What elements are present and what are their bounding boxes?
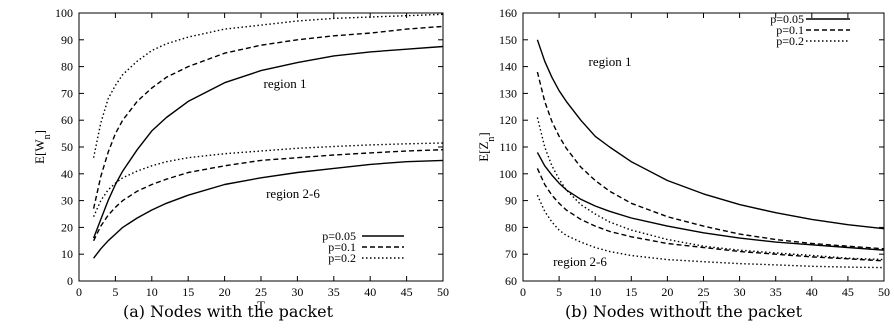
y-tick-label: 110 [499, 140, 517, 154]
x-tick-label: 40 [364, 285, 376, 299]
legend-label: p=0.05 [322, 229, 356, 243]
x-tick-label: 20 [219, 285, 231, 299]
y-tick-label: 90 [505, 194, 517, 208]
x-tick-label: 5 [556, 285, 562, 299]
chart-panel-b: 0 5 10 15 20 25 30 35 40 45 50 60 70 80 90 100 110 120 130… [476, 6, 890, 313]
series-line-p005-region26 [93, 159, 444, 259]
y-tick-label: 80 [505, 220, 517, 234]
y-tick-label: 70 [61, 86, 73, 100]
x-axis-label-b: T [700, 298, 708, 313]
series-line-p005-region1 [92, 45, 444, 239]
y-tick-label: 130 [499, 86, 517, 100]
y-tick-label: 30 [61, 194, 73, 208]
y-axis-label-a: E[Wn] [32, 130, 53, 164]
x-tick-label: 25 [255, 285, 267, 299]
series-line-p01-region26 [536, 168, 885, 262]
x-tick-label: 30 [291, 285, 303, 299]
y-tick-label: 160 [499, 6, 517, 20]
x-tick-label: 45 [842, 285, 854, 299]
series-line-p005-region1 [536, 39, 885, 230]
y-tick-label: 10 [61, 247, 73, 261]
annotation-region-2-6: region 2-6 [553, 254, 607, 269]
y-tick-label: 60 [61, 113, 73, 127]
x-tick-label: 35 [328, 285, 340, 299]
y-tick-label: 120 [499, 113, 517, 127]
series-line-p01-region1 [536, 71, 885, 250]
annotation-region-2-6: region 2-6 [266, 186, 320, 201]
annotation-region-1: region 1 [589, 54, 632, 69]
y-tick-label: 140 [499, 60, 517, 74]
legend-b: p=0.05p=0.1p=0.2 [770, 12, 850, 48]
legend-label: p=0.05 [770, 12, 804, 26]
x-tick-label: 30 [734, 285, 746, 299]
y-tick-label: 60 [505, 274, 517, 288]
x-tick-label: 10 [589, 285, 601, 299]
legend-label: p=0.1 [776, 23, 804, 37]
y-tick-label: 70 [505, 247, 517, 261]
x-tick-label: 35 [770, 285, 782, 299]
x-axis-label-a: T [257, 298, 265, 313]
annotation-region-1: region 1 [264, 76, 307, 91]
legend-label: p=0.2 [776, 34, 804, 48]
caption-a: (a) Nodes with the packet [123, 302, 334, 321]
series-line-p01-region26 [92, 149, 444, 242]
y-tick-label: 90 [61, 33, 73, 47]
y-tick-label: 100 [55, 6, 73, 20]
legend-a: p=0.05p=0.1p=0.2 [322, 229, 404, 265]
y-tick-label: 80 [61, 60, 73, 74]
y-tick-label: 50 [61, 140, 73, 154]
legend-label: p=0.1 [328, 240, 356, 254]
series-line-p02-region26 [92, 142, 444, 217]
x-tick-label: 40 [806, 285, 818, 299]
series-line-p02-region1 [92, 13, 444, 158]
x-tick-label: 20 [661, 285, 673, 299]
x-tick-label: 50 [878, 285, 890, 299]
x-tick-label: 0 [76, 285, 82, 299]
series-line-p02-region1 [536, 117, 885, 261]
y-axis-label-b: E[Zn] [476, 132, 497, 162]
x-tick-label: 10 [146, 285, 158, 299]
series-line-p01-region1 [92, 25, 444, 209]
x-tick-label: 15 [182, 285, 194, 299]
series-line-p005-region26 [536, 152, 885, 251]
y-tick-label: 0 [67, 274, 73, 288]
y-tick-label: 20 [61, 220, 73, 234]
legend-label: p=0.2 [328, 251, 356, 265]
plot-frame-a [78, 12, 444, 282]
caption-b: (b) Nodes without the packet [565, 302, 803, 321]
x-tick-label: 0 [520, 285, 526, 299]
x-tick-label: 5 [112, 285, 118, 299]
plot-frame-b [522, 12, 885, 282]
chart-panel-a: 0 5 10 15 20 25 30 35 40 45 50 0 10 20 30 40 50 60 70 80 90 1… [32, 6, 449, 313]
x-tick-label: 45 [401, 285, 413, 299]
y-tick-label: 150 [499, 33, 517, 47]
x-tick-label: 25 [698, 285, 710, 299]
y-tick-label: 40 [61, 167, 73, 181]
y-tick-label: 100 [499, 167, 517, 181]
x-tick-label: 15 [625, 285, 637, 299]
x-tick-label: 50 [437, 285, 449, 299]
